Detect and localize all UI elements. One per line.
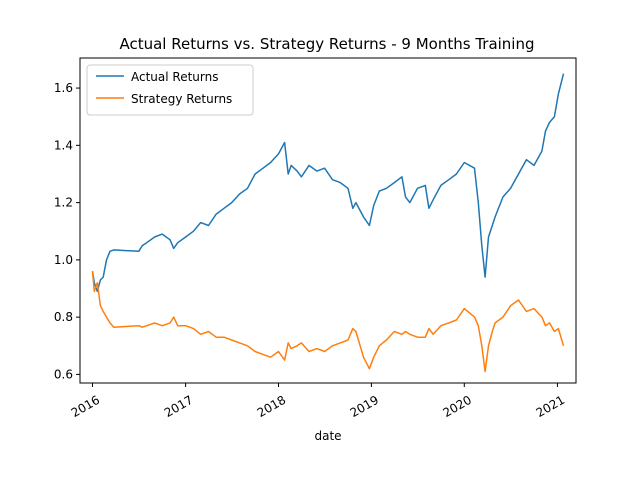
y-tick-label: 0.6 bbox=[54, 367, 73, 381]
series-line-strategy-returns bbox=[91, 271, 565, 373]
chart-title: Actual Returns vs. Strategy Returns - 9 … bbox=[119, 35, 534, 53]
y-tick-label: 1.6 bbox=[54, 81, 73, 95]
x-tick-label: 2016 bbox=[69, 393, 102, 420]
series-layer bbox=[91, 73, 565, 373]
x-tick-label: 2018 bbox=[255, 393, 288, 420]
legend: Actual Returns Strategy Returns bbox=[86, 64, 254, 116]
y-tick-label: 1.2 bbox=[54, 196, 73, 210]
x-tick-label: 2019 bbox=[348, 393, 381, 420]
x-axis-label: date bbox=[314, 429, 341, 443]
series-line-actual-returns bbox=[91, 73, 565, 293]
x-tick-label: 2020 bbox=[441, 393, 474, 420]
y-tick-label: 1.4 bbox=[54, 138, 73, 152]
x-axis: 2016 2017 2018 2019 2020 2021 bbox=[69, 383, 567, 420]
y-axis: 0.6 0.8 1.0 1.2 1.4 1.6 bbox=[54, 81, 80, 381]
x-tick-label: 2021 bbox=[534, 393, 567, 420]
legend-label-actual-returns: Actual Returns bbox=[131, 70, 218, 84]
y-tick-label: 1.0 bbox=[54, 253, 73, 267]
x-tick-label: 2017 bbox=[162, 393, 195, 420]
plot-frame bbox=[79, 57, 577, 384]
legend-label-strategy-returns: Strategy Returns bbox=[131, 92, 232, 106]
y-tick-label: 0.8 bbox=[54, 310, 73, 324]
legend-box bbox=[86, 64, 254, 116]
